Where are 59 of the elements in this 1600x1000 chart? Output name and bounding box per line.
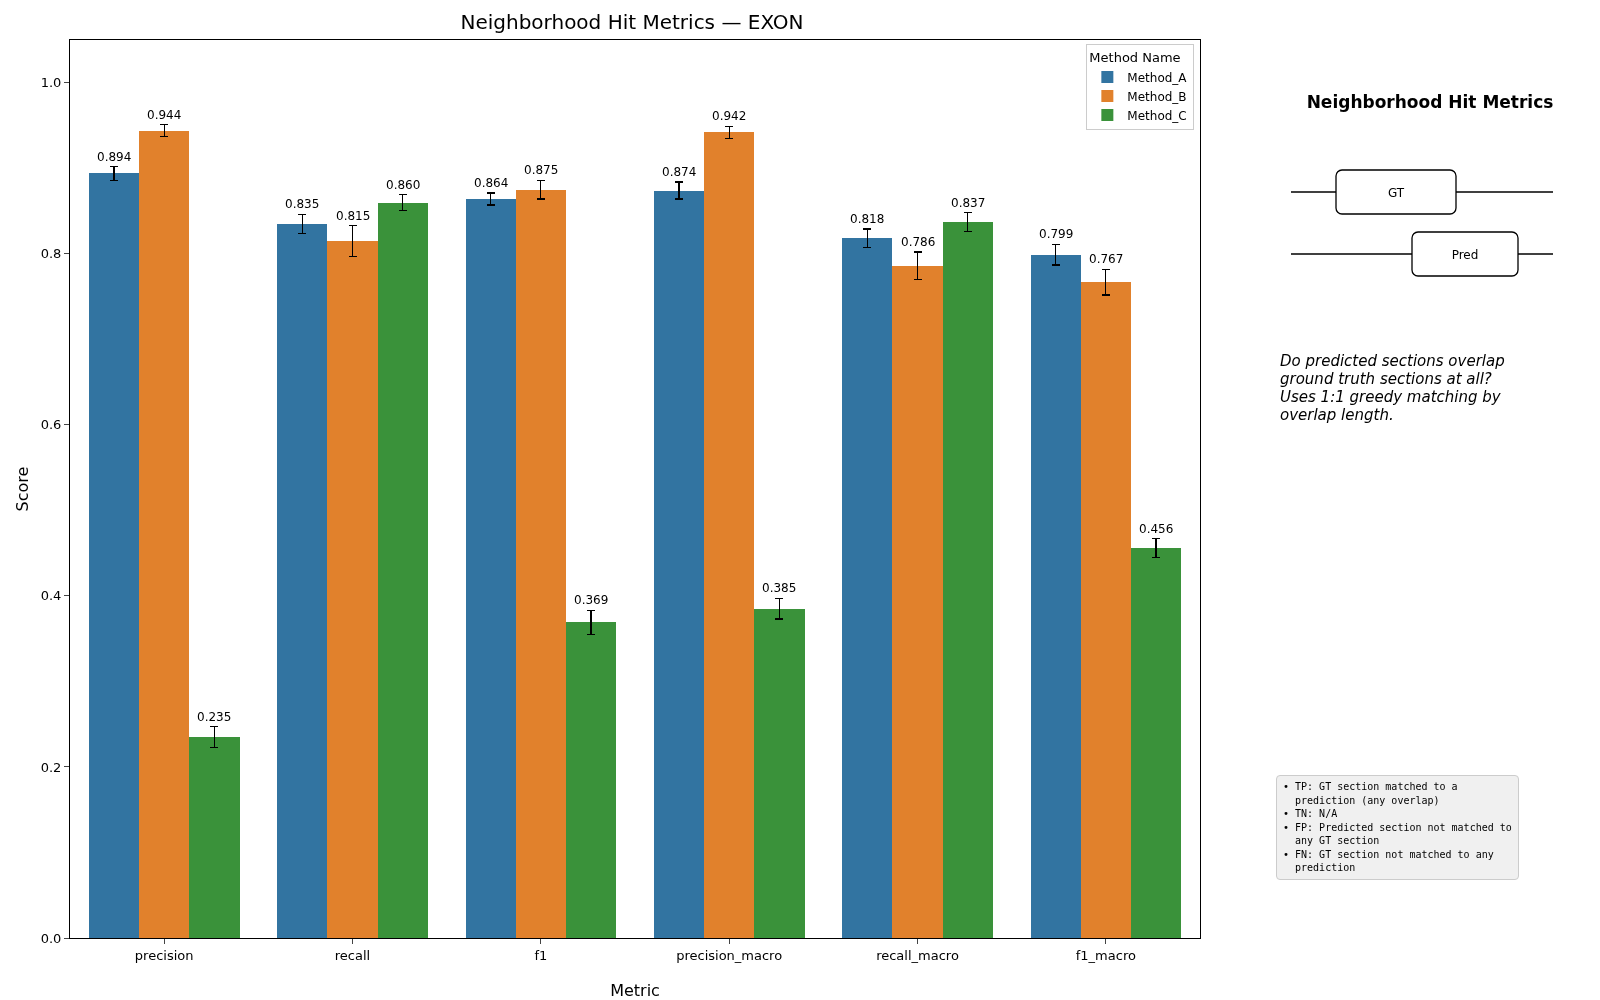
- bar: [1031, 255, 1081, 938]
- bar: [892, 266, 943, 938]
- y-tick-label: 0.6: [40, 417, 62, 433]
- bar: [327, 241, 378, 938]
- bar: [378, 203, 428, 938]
- bar: [277, 224, 327, 938]
- data-label: 0.786: [901, 235, 936, 249]
- y-tick-label: 1.0: [40, 75, 62, 91]
- data-label: 0.874: [662, 165, 697, 179]
- x-tick-label: precision_macro: [676, 947, 783, 963]
- data-label: 0.235: [197, 710, 232, 724]
- data-label: 0.860: [386, 178, 421, 192]
- data-label: 0.837: [951, 196, 986, 210]
- bar: [654, 191, 704, 938]
- y-axis-title: Score: [13, 466, 32, 512]
- x-tick-label: f1_macro: [1075, 947, 1136, 963]
- bar: [566, 622, 616, 938]
- legend-label: Method_B: [1127, 89, 1187, 104]
- text: Do predicted sections overlap ground truth sections at all? Uses 1:1 greedy matching by overlap length.: [1280, 352, 1505, 424]
- bar: [1081, 282, 1131, 938]
- bar: [466, 199, 516, 938]
- bar: [943, 222, 993, 938]
- y-tick-label: 0.8: [40, 246, 62, 262]
- legend-label: Method_C: [1127, 108, 1187, 123]
- bar: [516, 190, 566, 938]
- y-tick-label: 0.4: [40, 588, 62, 604]
- bar: [1131, 548, 1181, 938]
- legend-label: Method_A: [1127, 70, 1188, 85]
- legend-title: Method Name: [1089, 50, 1181, 66]
- data-label: 0.835: [285, 197, 320, 211]
- data-label: 0.864: [474, 176, 509, 190]
- bar: [89, 173, 139, 938]
- bar: [704, 132, 754, 938]
- data-label: 0.799: [1039, 227, 1074, 241]
- x-tick-label: recall_macro: [876, 947, 959, 963]
- bar: [842, 238, 892, 938]
- chart-title: Neighborhood Hit Metrics — EXON: [460, 10, 804, 34]
- data-label: 0.767: [1089, 252, 1124, 266]
- y-tick-label: 0.2: [40, 759, 62, 775]
- data-label: 0.875: [524, 163, 559, 177]
- y-tick-label: 0.0: [40, 930, 62, 946]
- data-label: 0.944: [147, 108, 182, 122]
- data-label: 0.942: [712, 109, 747, 123]
- data-label: 0.894: [97, 150, 132, 164]
- bar: [139, 131, 189, 938]
- data-label: 0.456: [1139, 522, 1174, 536]
- x-tick-label: precision: [134, 947, 194, 963]
- data-label: 0.385: [762, 581, 797, 595]
- x-tick-label: f1: [534, 947, 548, 963]
- overlap-diagram: GT Pred: [1290, 168, 1555, 284]
- bar: [189, 737, 240, 938]
- data-label: 0.818: [850, 212, 885, 226]
- data-label: 0.815: [336, 209, 371, 223]
- x-tick-label: recall: [334, 947, 371, 963]
- bar: [754, 609, 805, 938]
- notes-box: • TP: GT section matched to a prediction (any overlap) • TN: N/A • FP: Predicted section not matched to any GT section • FN: GT section not matched to any prediction: [1276, 775, 1519, 880]
- x-axis-title: Metric: [610, 981, 660, 1000]
- text: Neighborhood Hit Metrics: [1305, 92, 1555, 112]
- data-label: 0.369: [574, 593, 609, 607]
